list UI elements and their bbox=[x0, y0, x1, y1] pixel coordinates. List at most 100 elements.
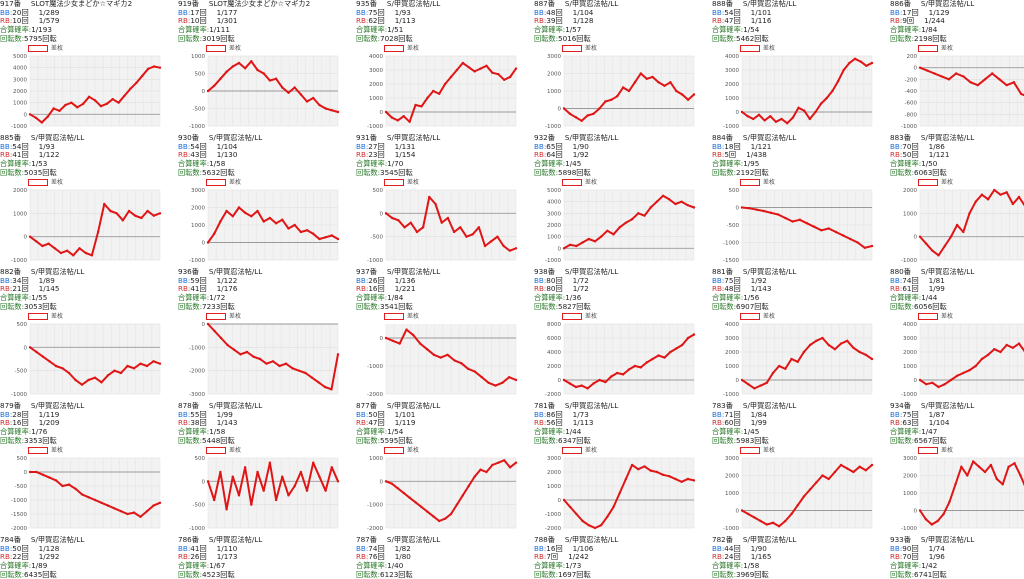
combined-probability: 1/72 bbox=[209, 293, 226, 303]
legend-swatch bbox=[562, 179, 582, 186]
data-point bbox=[675, 89, 678, 93]
machine-number[interactable]: 885番 bbox=[0, 134, 21, 142]
machine-number[interactable]: 888番 bbox=[712, 0, 733, 8]
machine-number[interactable]: 878番 bbox=[178, 402, 199, 410]
machine-number[interactable]: 783番 bbox=[712, 402, 733, 410]
machine-number[interactable]: 931番 bbox=[356, 134, 377, 142]
machine-number[interactable]: 782番 bbox=[712, 536, 733, 544]
spins-label: 回転数: bbox=[356, 301, 380, 311]
machine-number[interactable]: 884番 bbox=[712, 134, 733, 142]
machine-number[interactable]: 879番 bbox=[0, 402, 21, 410]
data-point bbox=[34, 116, 38, 120]
y-tick-label: 0 bbox=[202, 479, 206, 485]
combined-probability: 1/42 bbox=[921, 561, 938, 571]
data-point bbox=[455, 68, 459, 72]
rb-probability: 1/176 bbox=[216, 284, 238, 294]
machine-info: 882番 S/甲賀忍法帖/LL BB:34回 1/89 RB:21回 1/145 合算… bbox=[0, 268, 178, 311]
y-tick-label: 0 bbox=[380, 211, 384, 217]
spin-count: 5448回転 bbox=[202, 435, 235, 445]
machine-number[interactable]: 786番 bbox=[178, 536, 199, 544]
combined-probability: 1/56 bbox=[743, 293, 760, 303]
y-tick-label: -500 bbox=[727, 223, 740, 229]
machine-number[interactable]: 784番 bbox=[0, 536, 21, 544]
data-point bbox=[473, 70, 476, 73]
machine-number[interactable]: 877番 bbox=[356, 402, 377, 410]
data-point bbox=[593, 526, 597, 530]
y-tick-label: -1000 bbox=[11, 258, 27, 264]
machine-number[interactable]: 881番 bbox=[712, 268, 733, 276]
combined-prob-label: 合算確率: bbox=[534, 159, 566, 169]
y-tick-label: -1000 bbox=[189, 345, 205, 351]
rb-label: RB: bbox=[890, 552, 903, 562]
spins-label: 回転数: bbox=[0, 569, 24, 579]
data-point bbox=[237, 61, 241, 65]
bb-probability: 1/89 bbox=[38, 275, 55, 285]
machine-number[interactable]: 882番 bbox=[0, 268, 21, 276]
spin-count: 3019回転 bbox=[202, 33, 235, 43]
data-point bbox=[93, 498, 97, 502]
data-point bbox=[568, 243, 572, 247]
data-point bbox=[109, 209, 112, 213]
slump-chart: 8000 6000 4000 2000 0 -2000 bbox=[545, 322, 696, 398]
spins-label: 回転数: bbox=[712, 167, 736, 177]
data-point bbox=[1017, 195, 1021, 199]
combined-probability: 1/67 bbox=[209, 561, 226, 571]
data-point bbox=[330, 388, 333, 391]
machine-number[interactable]: 937番 bbox=[356, 268, 377, 276]
y-tick-label: -1000 bbox=[723, 241, 739, 247]
data-point bbox=[680, 200, 683, 203]
data-point bbox=[213, 329, 216, 333]
machine-number[interactable]: 880番 bbox=[890, 268, 911, 276]
machine-number[interactable]: 917番 bbox=[0, 0, 21, 8]
bb-label: BB: bbox=[178, 543, 191, 553]
data-point bbox=[305, 489, 309, 492]
machine-number[interactable]: 938番 bbox=[534, 268, 555, 276]
data-point bbox=[771, 521, 775, 524]
data-point bbox=[663, 84, 666, 87]
rb-probability: 1/113 bbox=[572, 418, 594, 428]
data-point bbox=[140, 216, 143, 220]
machine-number[interactable]: 930番 bbox=[178, 134, 199, 142]
bb-label: BB: bbox=[356, 543, 369, 553]
data-point bbox=[618, 226, 621, 229]
spin-count: 5898回転 bbox=[558, 167, 591, 177]
data-point bbox=[490, 240, 493, 243]
combined-prob-label: 合算確率: bbox=[890, 293, 922, 303]
machine-number[interactable]: 787番 bbox=[356, 536, 377, 544]
machine-number[interactable]: 933番 bbox=[890, 536, 911, 544]
data-point bbox=[446, 216, 450, 220]
data-point bbox=[121, 219, 125, 222]
data-point bbox=[771, 371, 775, 375]
machine-number[interactable]: 919番 bbox=[178, 0, 199, 8]
machine-number[interactable]: 887番 bbox=[534, 0, 555, 8]
machine-number[interactable]: 886番 bbox=[890, 0, 911, 8]
y-tick-label: -1000 bbox=[901, 124, 917, 130]
machine-number[interactable]: 936番 bbox=[178, 268, 199, 276]
machine-number[interactable]: 788番 bbox=[534, 536, 555, 544]
combined-prob-label: 合算確率: bbox=[0, 293, 32, 303]
y-tick-label: -500 bbox=[15, 484, 28, 490]
machine-name: S/甲賀忍法帖/LL bbox=[564, 402, 619, 410]
machine-card: 787番 S/甲賀忍法帖/LL BB:74回 1/82 RB:76回 1/80 合算確… bbox=[356, 536, 534, 579]
rb-count: 70回 bbox=[902, 552, 919, 562]
data-point bbox=[686, 98, 690, 101]
data-point bbox=[587, 524, 590, 527]
bb-probability: 1/106 bbox=[572, 543, 594, 553]
chart-legend: 差枚 bbox=[206, 313, 241, 321]
y-tick-label: 1000 bbox=[369, 456, 383, 462]
spins-label: 回転数: bbox=[178, 569, 202, 579]
data-point bbox=[28, 235, 32, 238]
machine-number[interactable]: 781番 bbox=[534, 402, 555, 410]
data-point bbox=[158, 362, 162, 365]
machine-number[interactable]: 932番 bbox=[534, 134, 555, 142]
y-tick-label: -1000 bbox=[367, 124, 383, 130]
data-point bbox=[28, 346, 32, 349]
y-tick-label: 8000 bbox=[547, 322, 561, 328]
machine-card: 882番 S/甲賀忍法帖/LL BB:34回 1/89 RB:21回 1/145 合算… bbox=[0, 268, 178, 402]
machine-number[interactable]: 935番 bbox=[356, 0, 377, 8]
machine-number[interactable]: 934番 bbox=[890, 402, 911, 410]
data-point bbox=[237, 494, 241, 497]
chart-legend: 差枚 bbox=[206, 45, 241, 53]
machine-number[interactable]: 883番 bbox=[890, 134, 911, 142]
data-point bbox=[59, 251, 63, 255]
